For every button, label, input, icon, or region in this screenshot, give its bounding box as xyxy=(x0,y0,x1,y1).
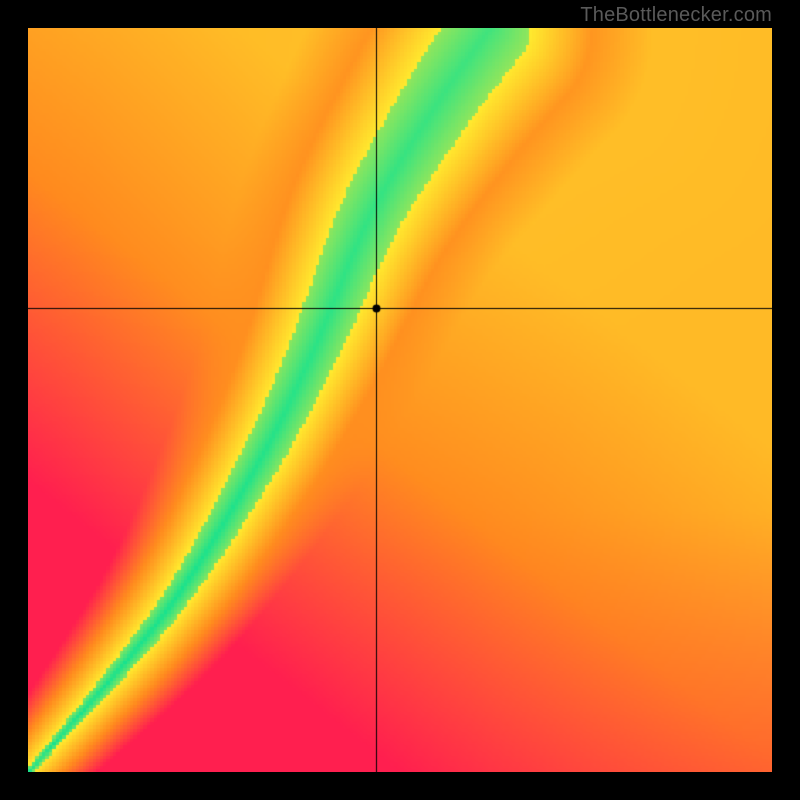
chart-container: TheBottlenecker.com xyxy=(0,0,800,800)
watermark-text: TheBottlenecker.com xyxy=(580,4,772,27)
plot-area xyxy=(28,28,772,772)
heatmap-canvas xyxy=(28,28,772,772)
